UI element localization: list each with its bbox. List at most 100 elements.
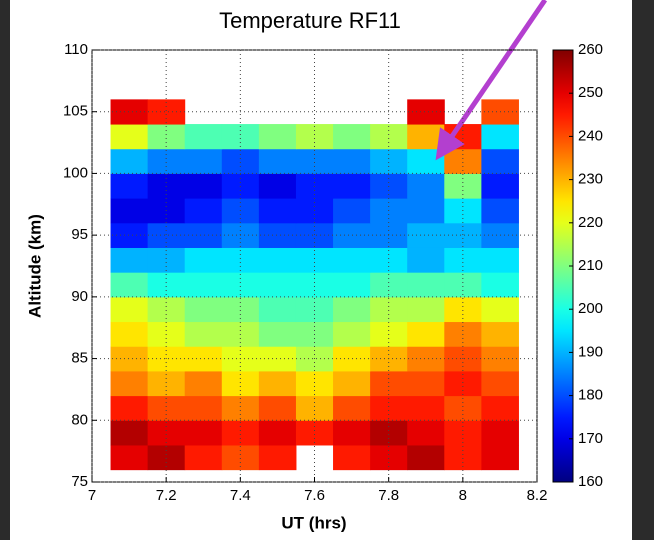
y-axis-label: Altitude (km)	[25, 214, 44, 318]
heatmap-cell	[407, 272, 445, 298]
y-tick-label: 95	[71, 226, 88, 243]
heatmap-cell	[221, 124, 260, 150]
heatmap-cell	[481, 420, 519, 446]
heatmap-cell	[295, 148, 334, 174]
heatmap-cell	[147, 370, 186, 397]
heatmap-cell	[333, 272, 371, 298]
colorbar-tick-label: 160	[578, 473, 603, 490]
heatmap-cell	[333, 296, 371, 323]
heatmap-cell	[295, 370, 334, 397]
heatmap-cell	[258, 173, 297, 199]
heatmap-cell	[221, 296, 260, 323]
heatmap-cell	[184, 321, 223, 347]
heatmap-cell	[110, 148, 149, 174]
heatmap-cell	[147, 420, 186, 446]
heatmap-cell	[444, 395, 482, 421]
heatmap-cell	[407, 99, 445, 125]
heatmap-cell	[258, 272, 297, 298]
heatmap-cell	[258, 444, 297, 471]
colorbar-tick-label: 180	[578, 387, 603, 404]
heatmap-cell	[221, 444, 260, 471]
y-tick-label: 75	[71, 473, 88, 490]
heatmap-cell	[110, 198, 149, 224]
heatmap-cell	[147, 272, 186, 298]
heatmap-cell	[184, 124, 223, 150]
y-tick-label: 80	[71, 411, 88, 428]
heatmap-cell	[147, 247, 186, 273]
heatmap-cell	[370, 444, 408, 471]
heatmap-cell	[370, 124, 408, 150]
annotation-arrow	[435, 0, 548, 161]
heatmap-cell	[184, 395, 223, 421]
heatmap-cell	[444, 296, 482, 323]
heatmap-cell	[333, 395, 371, 421]
heatmap-cell	[147, 444, 186, 471]
heatmap-cell	[110, 296, 149, 323]
heatmap-cell	[110, 395, 149, 421]
heatmap-cell	[184, 296, 223, 323]
heatmap-cell	[258, 222, 297, 248]
x-tick-label: 7.2	[156, 487, 177, 504]
x-tick-label: 7.4	[230, 487, 251, 504]
heatmap-cell	[258, 198, 297, 224]
heatmap-cell	[184, 272, 223, 298]
heatmap-cell	[110, 272, 149, 298]
heatmap-cell	[481, 173, 519, 199]
heatmap-cell	[333, 198, 371, 224]
heatmap-cell	[221, 395, 260, 421]
heatmap-cell	[481, 370, 519, 397]
x-tick-label: 7.8	[378, 487, 399, 504]
heatmap-cell	[110, 370, 149, 397]
heatmap-cell	[444, 370, 482, 397]
heatmap-cell	[221, 370, 260, 397]
heatmap-cell	[481, 148, 519, 174]
heatmap-cell	[370, 296, 408, 323]
heatmap-cell	[370, 395, 408, 421]
x-tick-label: 8.2	[527, 487, 548, 504]
heatmap-cell	[110, 321, 149, 347]
heatmap-cell	[147, 395, 186, 421]
heatmap-cell	[407, 395, 445, 421]
heatmap-cell	[370, 148, 408, 174]
heatmap-cell	[221, 420, 260, 446]
heatmap-cell	[370, 370, 408, 397]
heatmap-cell	[184, 198, 223, 224]
heatmap-cell	[444, 272, 482, 298]
heatmap-cell	[184, 173, 223, 199]
heatmap-cell	[481, 124, 519, 150]
heatmap-cell	[407, 420, 445, 446]
heatmap-cell	[333, 321, 371, 347]
colorbar-tick-label: 260	[578, 41, 603, 58]
heatmap-cell	[110, 444, 149, 471]
heatmap-cell	[258, 247, 297, 273]
heatmap-cell	[110, 173, 149, 199]
heatmap-cell	[407, 346, 445, 372]
heatmap-cell	[481, 296, 519, 323]
x-tick-label: 8	[459, 487, 467, 504]
heatmap-cell	[481, 247, 519, 273]
heatmap-cell	[110, 420, 149, 446]
heatmap-cell	[333, 124, 371, 150]
heatmap-cell	[258, 370, 297, 397]
colorbar-tick-label: 240	[578, 127, 603, 144]
colorbar-tick-label: 220	[578, 214, 603, 231]
heatmap-cell	[481, 395, 519, 421]
heatmap-cell	[481, 272, 519, 298]
heatmap-cell	[407, 148, 445, 174]
heatmap-cell	[221, 247, 260, 273]
heatmap-cell	[407, 296, 445, 323]
heatmap-cell	[147, 124, 186, 150]
heatmap-cell	[258, 296, 297, 323]
heatmap-cell	[147, 296, 186, 323]
heatmap-cell	[110, 247, 149, 273]
heatmap-cell	[295, 247, 334, 273]
heatmap-cell	[295, 272, 334, 298]
colorbar-tick-label: 190	[578, 343, 603, 360]
heatmap-cell	[258, 148, 297, 174]
heatmap-cell	[184, 370, 223, 397]
heatmap-cell	[258, 124, 297, 150]
heatmap-cell	[407, 198, 445, 224]
heatmap-cell	[370, 247, 408, 273]
y-tick-label: 85	[71, 350, 88, 367]
